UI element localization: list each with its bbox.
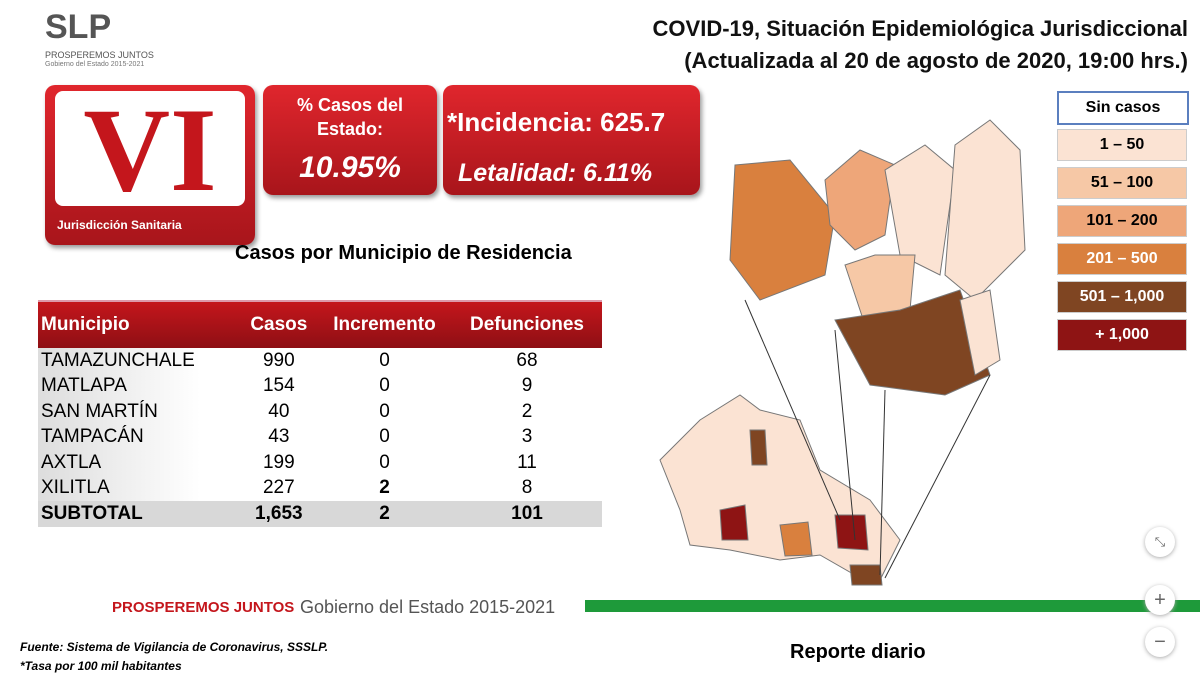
table-cell: XILITLA: [38, 475, 241, 501]
table-cell: TAMAZUNCHALE: [38, 348, 241, 374]
table-row: MATLAPA 154 0 9: [38, 373, 602, 399]
legend-item: 201 – 500: [1057, 243, 1187, 275]
table-cell: 8: [521, 477, 533, 499]
badge-label: Jurisdicción Sanitaria: [57, 218, 182, 232]
share-value: 10.95%: [299, 151, 401, 184]
legend-item: Sin casos: [1057, 91, 1189, 125]
title: COVID-19, Situación Epidemiológica Juris…: [652, 16, 1188, 41]
lethality: Letalidad: 6.11%: [458, 159, 653, 187]
logo-government: Gobierno del Estado 2015-2021: [45, 61, 145, 68]
source: Fuente: Sistema de Vigilancia de Coronav…: [20, 640, 329, 654]
subtitle: (Actualizada al 20 de agosto de 2020, 19…: [684, 48, 1188, 73]
table-cell: 9: [521, 375, 533, 397]
report-label: Reporte diario: [790, 641, 926, 663]
table-row: SAN MARTÍN 40 0 2: [38, 399, 602, 425]
share-label: % Casos del Estado:: [296, 95, 404, 139]
table-cell: 3: [521, 426, 533, 448]
legend-item: 501 – 1,000: [1057, 281, 1187, 313]
column-header: Defunciones: [451, 300, 602, 348]
rates-box: *Incidencia: 625.7 Letalidad: 6.11%: [443, 85, 700, 195]
table-row: TAMAZUNCHALE 990 0 68: [38, 348, 602, 374]
note: *Tasa por 100 mil habitantes: [20, 659, 182, 673]
legend-item: 101 – 200: [1057, 205, 1187, 237]
subtotal-cell: 101: [451, 501, 602, 527]
table-cell: 0: [379, 349, 390, 371]
logo: SLP: [45, 8, 112, 46]
table-cell: SAN MARTÍN: [38, 399, 241, 425]
subtotal-cell: 1,653: [240, 501, 317, 527]
table-cell: 43: [268, 426, 290, 448]
table-row: TAMPACÁN 43 0 3: [38, 424, 602, 450]
section-title: Casos por Municipio de Residencia: [235, 242, 572, 264]
table-cell: 2: [521, 400, 533, 422]
legend-item: + 1,000: [1057, 319, 1187, 351]
share-box: % Casos del Estado: 10.95%: [263, 85, 437, 195]
table-row: XILITLA 227 2 8: [38, 475, 602, 501]
table-cell: 199: [262, 451, 295, 473]
badge: VI Jurisdicción Sanitaria: [45, 83, 255, 245]
fit-button[interactable]: ⤡: [1145, 527, 1175, 557]
subtotal-row: SUBTOTAL 1,653 2 101: [38, 501, 602, 527]
cases-table: Municipio Casos Incremento Defunciones TAMAZ…: [38, 300, 602, 527]
incidence: *Incidencia: 625.7: [447, 107, 666, 137]
table-cell: AXTLA: [38, 450, 241, 476]
legend-item: 1 – 50: [1057, 129, 1187, 161]
column-header: Municipio: [38, 300, 241, 348]
legend-item: 51 – 100: [1057, 167, 1187, 199]
table-cell: 0: [379, 451, 390, 473]
subtotal-cell: 2: [316, 501, 452, 527]
table-cell: 990: [262, 349, 295, 371]
table-cell: 2: [379, 477, 390, 499]
badge-numeral: VI: [83, 83, 217, 216]
table-cell: 227: [262, 477, 295, 499]
zoom-out-button[interactable]: −: [1145, 627, 1175, 657]
column-header: Casos: [240, 300, 317, 348]
table-cell: 154: [262, 375, 295, 397]
table-cell: MATLAPA: [38, 373, 241, 399]
table-cell: TAMPACÁN: [38, 424, 241, 450]
logo-motto: PROSPEREMOS JUNTOS: [45, 50, 154, 60]
table-cell: 0: [379, 400, 390, 422]
subtotal-cell: SUBTOTAL: [38, 501, 241, 527]
column-header: Incremento: [316, 300, 452, 348]
table-cell: 40: [268, 400, 290, 422]
table-cell: 11: [517, 451, 537, 473]
table-cell: 0: [379, 375, 390, 397]
table-cell: 68: [516, 349, 538, 371]
footer-motto: PROSPEREMOS JUNTOS: [112, 599, 295, 616]
table-cell: 0: [379, 426, 390, 448]
footer-government: Gobierno del Estado 2015-2021: [300, 597, 556, 617]
table-row: AXTLA 199 0 11: [38, 450, 602, 476]
zoom-in-button[interactable]: +: [1145, 585, 1175, 615]
